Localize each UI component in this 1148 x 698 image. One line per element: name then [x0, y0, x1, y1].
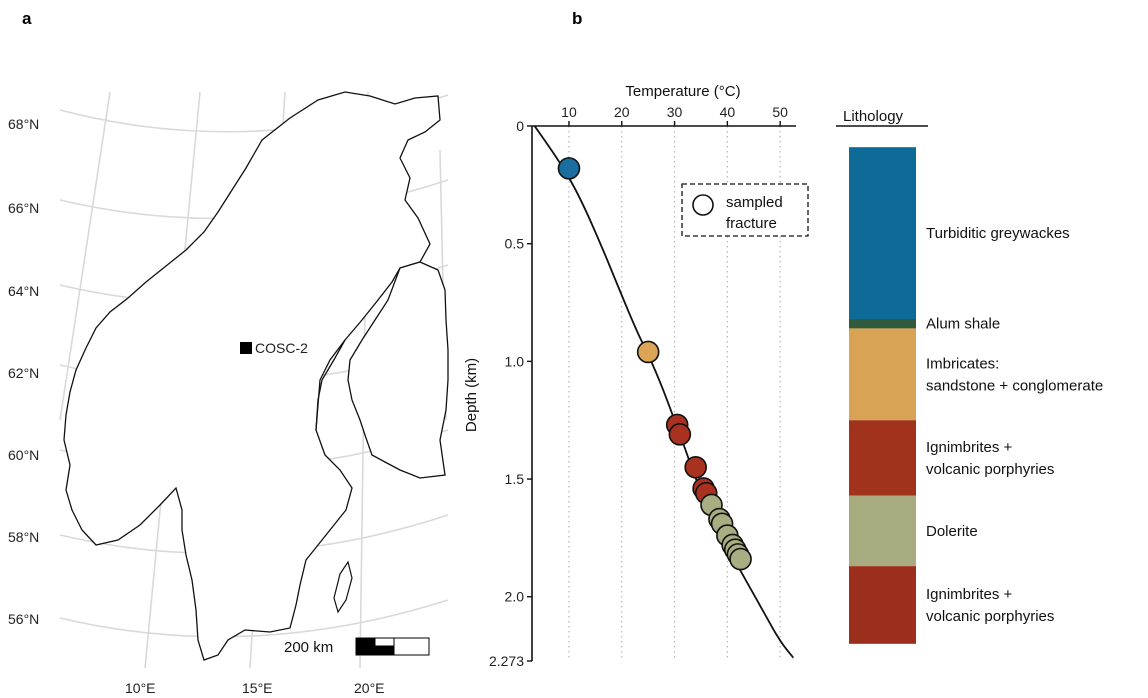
lithology-label: Dolerite: [926, 523, 978, 540]
x-axis: 10 20 30 40 50: [532, 104, 796, 127]
lithology-unit-3: [849, 420, 916, 496]
x-tick-label: 20: [614, 104, 630, 120]
fracture-point: [684, 455, 707, 479]
gotland-island: [333, 560, 353, 614]
lithology-unit-0: [849, 147, 916, 320]
x-axis-title: Temperature (°C): [625, 83, 740, 100]
scale-bar-label: 200 km: [284, 639, 333, 656]
lithology-unit-5: [849, 566, 916, 644]
longitude-labels: 10°E 15°E 20°E: [125, 680, 385, 696]
finland-outline: [347, 261, 449, 479]
x-tick-label: 50: [772, 104, 788, 120]
lithology-label: Ignimbrites +: [926, 586, 1013, 603]
lithology-label: volcanic porphyries: [926, 608, 1054, 625]
y-tick-label: 1.5: [505, 471, 525, 487]
fracture-point: [636, 340, 660, 364]
lat-label: 66°N: [8, 200, 39, 216]
grid-lines: [568, 126, 781, 661]
legend-marker: [692, 194, 714, 216]
y-tick-label: 0: [516, 118, 524, 134]
lat-label: 68°N: [8, 116, 39, 132]
lon-label: 15°E: [242, 680, 273, 696]
scale-bar-notch: [374, 637, 395, 647]
x-tick-label: 30: [667, 104, 683, 120]
y-tick-label: 1.0: [505, 353, 525, 369]
y-tick-label: 0.5: [505, 236, 525, 252]
lat-label: 62°N: [8, 365, 39, 381]
lithology-label: sandstone + conglomerate: [926, 377, 1103, 394]
cosc2-site-label: COSC-2: [255, 340, 308, 356]
fracture-point: [668, 423, 692, 446]
lithology-label: Alum shale: [926, 316, 1000, 333]
lat-label: 60°N: [8, 447, 39, 463]
temperature-depth-chart: 10 20 30 40 50 0 0.5 1.0 1.5 2.0 2.273 Temperatur…: [463, 83, 809, 669]
lon-label: 10°E: [125, 680, 156, 696]
lat-label: 64°N: [8, 283, 39, 299]
lon-label: 20°E: [354, 680, 385, 696]
cosc2-site-marker: [240, 342, 252, 354]
fracture-point: [729, 547, 752, 571]
y-tick-label: 2.273: [489, 653, 524, 669]
scandinavia-outline: [63, 91, 441, 661]
fracture-points: [557, 157, 752, 571]
panel-label-a: a: [22, 9, 32, 28]
scale-bar-white: [393, 637, 430, 656]
y-axis: 0 0.5 1.0 1.5 2.0 2.273: [489, 118, 533, 669]
lithology-title: Lithology: [843, 108, 904, 125]
x-tick-label: 40: [720, 104, 736, 120]
map-panel: COSC-2 68°N 66°N 64°N 62°N 60°N 58°N 56°…: [8, 91, 449, 696]
legend: sampled fracture: [681, 183, 809, 237]
lithology-unit-2: [849, 328, 916, 421]
lithology-unit-1: [849, 319, 916, 329]
panel-label-b: b: [572, 9, 582, 28]
lithology-column: Lithology Turbiditic greywackes Alum shal…: [836, 108, 1103, 644]
latitude-labels: 68°N 66°N 64°N 62°N 60°N 58°N 56°N: [8, 116, 39, 627]
y-axis-title: Depth (km): [463, 358, 480, 432]
sweden-east-coast: [315, 339, 346, 431]
fracture-point: [557, 157, 581, 180]
y-tick-label: 2.0: [505, 589, 525, 605]
x-tick-label: 10: [561, 104, 577, 120]
lithology-label: volcanic porphyries: [926, 461, 1054, 478]
legend-label-line2: fracture: [726, 215, 777, 232]
legend-label-line1: sampled: [726, 194, 783, 211]
lithology-unit-4: [849, 495, 916, 567]
lat-label: 58°N: [8, 529, 39, 545]
lithology-label: Turbiditic greywackes: [926, 225, 1070, 242]
lat-label: 56°N: [8, 611, 39, 627]
lithology-label: Ignimbrites +: [926, 439, 1013, 456]
lithology-label: Imbricates:: [926, 355, 999, 372]
